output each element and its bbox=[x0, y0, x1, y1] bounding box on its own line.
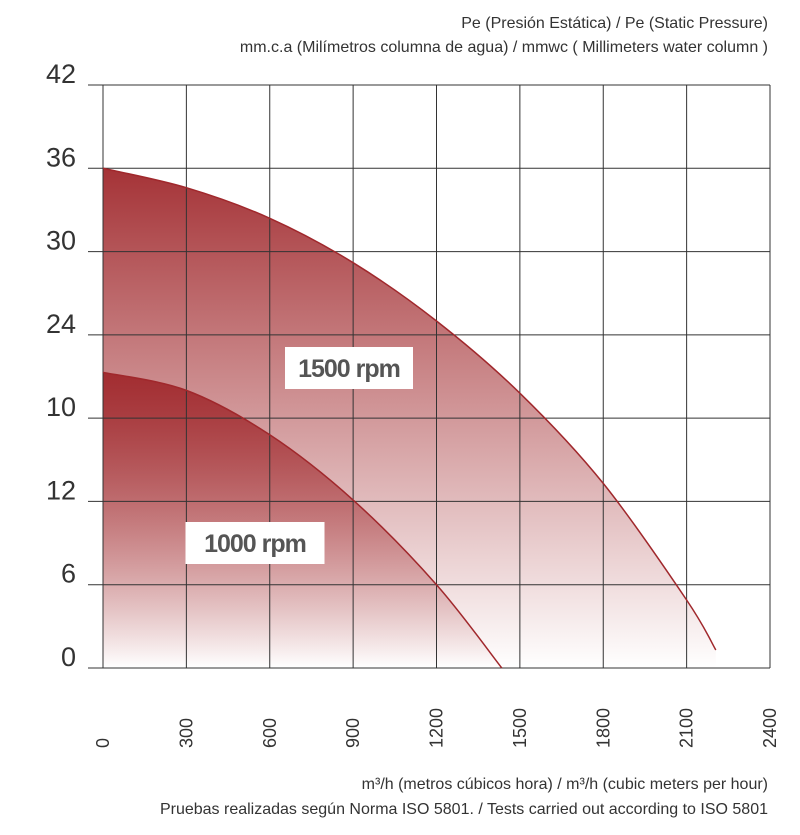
x-axis-label: m³/h (metros cúbicos hora) / m³/h (cubic… bbox=[362, 776, 768, 793]
x-tick-label: 900 bbox=[343, 718, 363, 748]
y-tick-label: 10 bbox=[46, 392, 76, 422]
line bbox=[102, 371, 503, 669]
y-axis-label: Pe (Presión Estática) / Pe (Static Press… bbox=[461, 15, 768, 32]
label-box bbox=[185, 522, 325, 564]
x-tick-label: 1800 bbox=[593, 708, 613, 748]
x-tick-label: 1200 bbox=[427, 708, 447, 748]
y-tick-label: 6 bbox=[61, 559, 76, 589]
x-tick-label: 300 bbox=[176, 718, 196, 748]
y-tick-label: 0 bbox=[61, 642, 76, 672]
line bbox=[102, 167, 717, 651]
x-tick-label: 2400 bbox=[760, 708, 780, 748]
label-box bbox=[285, 347, 413, 389]
x-tick-label: 600 bbox=[260, 718, 280, 748]
x-tick-label: 0 bbox=[93, 738, 113, 748]
y-tick-label: 36 bbox=[46, 142, 76, 172]
y-tick-label: 12 bbox=[46, 475, 76, 505]
series-label: 1500 rpm bbox=[298, 355, 400, 383]
area bbox=[103, 372, 502, 668]
y-tick-label: 24 bbox=[46, 309, 76, 339]
series-label: 1000 rpm bbox=[204, 530, 306, 558]
x-tick-label: 2100 bbox=[677, 708, 697, 748]
x-tick-label: 1500 bbox=[510, 708, 530, 748]
y-axis-units: mm.c.a (Milímetros columna de agua) / mm… bbox=[240, 39, 768, 56]
y-tick-label: 42 bbox=[46, 59, 76, 89]
note: Pruebas realizadas según Norma ISO 5801.… bbox=[160, 801, 768, 818]
y-tick-label: 30 bbox=[46, 226, 76, 256]
